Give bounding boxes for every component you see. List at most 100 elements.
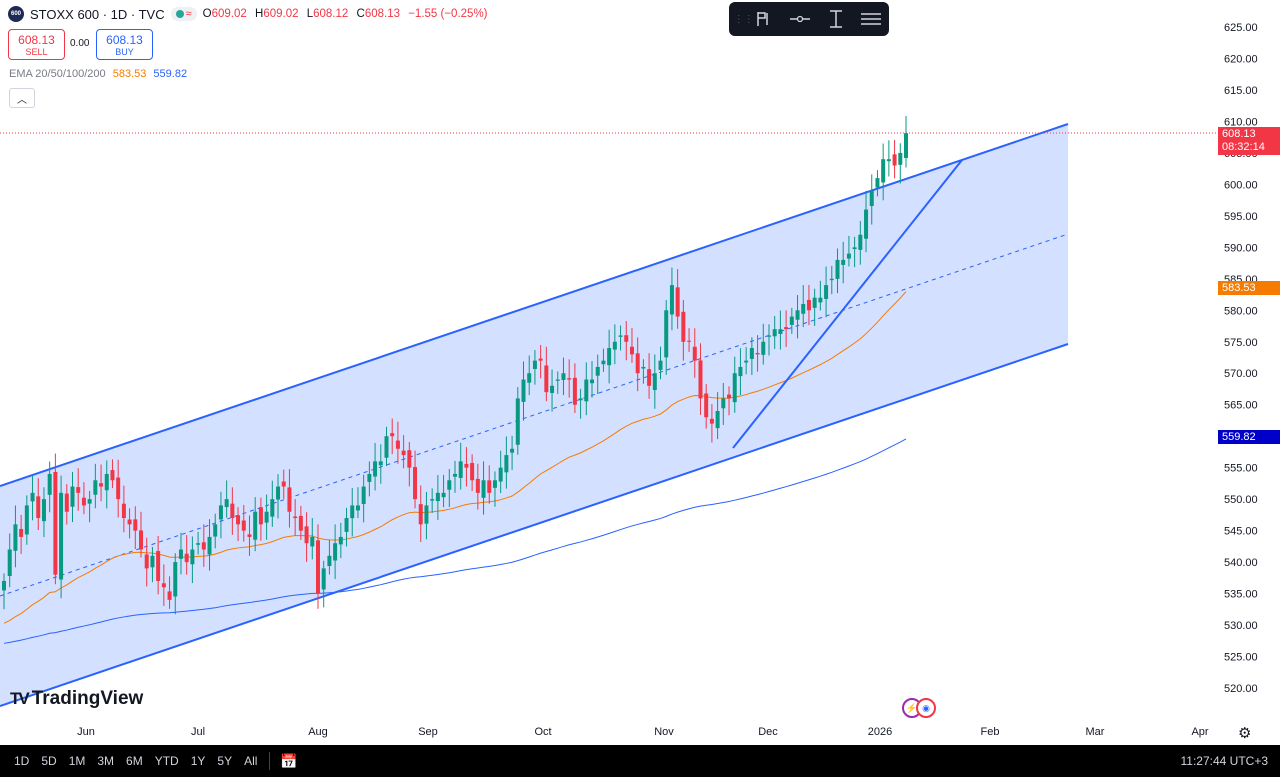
- sell-button[interactable]: 608.13 SELL: [8, 29, 65, 60]
- x-tick-label: Nov: [654, 726, 674, 738]
- drawing-toolbar[interactable]: ⋮⋮: [729, 2, 889, 36]
- candle-body: [818, 297, 823, 303]
- market-status[interactable]: ≈: [170, 7, 197, 21]
- x-tick-label: Aug: [308, 726, 328, 738]
- clock[interactable]: 11:27:44 UTC+3: [1180, 754, 1269, 768]
- y-tick-label: 625.00: [1224, 22, 1258, 34]
- candle-body: [156, 551, 161, 581]
- candle-body: [264, 511, 269, 523]
- candle-body: [841, 259, 846, 265]
- timeframe-6m[interactable]: 6M: [126, 754, 143, 768]
- y-tick-label: 590.00: [1224, 242, 1258, 254]
- y-tick-label: 620.00: [1224, 53, 1258, 65]
- indicator-legend[interactable]: EMA 20/50/100/200 583.53 559.82: [9, 68, 187, 80]
- settings-lines-icon[interactable]: [858, 6, 884, 32]
- candle-body: [413, 467, 418, 500]
- candle-body: [475, 478, 480, 493]
- candle-body: [732, 373, 737, 403]
- ema50-value: 583.53: [112, 68, 147, 80]
- candle-body: [24, 505, 29, 535]
- candle-body: [595, 366, 600, 376]
- x-tick-label: Apr: [1191, 726, 1208, 738]
- candle-body: [544, 365, 549, 393]
- channel-median-line: [0, 233, 1069, 597]
- timeframe-1m[interactable]: 1M: [68, 754, 86, 768]
- timeframe-ytd[interactable]: YTD: [154, 754, 179, 768]
- timeframe-1y[interactable]: 1Y: [190, 754, 206, 768]
- candle-body: [744, 360, 749, 363]
- y-tick-label: 545.00: [1224, 526, 1258, 538]
- candle-body: [704, 393, 709, 418]
- candle-body: [601, 360, 606, 365]
- flag-icon[interactable]: [751, 6, 777, 32]
- candle-body: [681, 311, 686, 342]
- candle-body: [801, 303, 806, 314]
- candle-body: [430, 499, 435, 501]
- candle-body: [355, 505, 360, 511]
- candle-body: [692, 346, 697, 361]
- rising-trendline[interactable]: [732, 159, 963, 449]
- goto-date-icon[interactable]: 📅: [280, 752, 298, 769]
- y-tick-label: 610.00: [1224, 116, 1258, 128]
- market-open-icon: [175, 10, 184, 18]
- channel-upper-line[interactable]: [0, 123, 1069, 487]
- channel-lower-line[interactable]: [0, 343, 1069, 707]
- drag-handle-icon[interactable]: ⋮⋮: [733, 13, 754, 25]
- symbol-logo[interactable]: 600: [8, 6, 24, 22]
- candle-body: [315, 540, 320, 594]
- candle-body: [858, 234, 863, 250]
- tradingview-logo[interactable]: TV TradingView: [10, 688, 143, 710]
- candle-body: [201, 542, 206, 550]
- candle-body: [795, 310, 800, 320]
- timeframe-5d[interactable]: 5D: [41, 754, 57, 768]
- candle-body: [104, 473, 109, 491]
- candle-body: [281, 481, 286, 487]
- globe-event-icon[interactable]: ◉: [916, 698, 936, 718]
- candle-body: [875, 178, 880, 188]
- candle-body: [150, 555, 155, 568]
- timeframe-3m[interactable]: 3M: [97, 754, 115, 768]
- measure-icon[interactable]: [823, 6, 849, 32]
- candle-body: [607, 348, 612, 366]
- candle-body: [70, 486, 75, 507]
- candle-body: [144, 554, 149, 569]
- timeframe-buttons: 1D 5D 1M 3M 6M YTD 1Y 5Y All: [8, 754, 263, 768]
- collapse-legend-button[interactable]: ︿: [9, 88, 35, 108]
- candle-body: [504, 455, 509, 473]
- price-chart[interactable]: 625.00620.00615.00610.00605.00600.00595.…: [0, 0, 1280, 745]
- candle-body: [532, 360, 537, 369]
- candle-body: [481, 480, 486, 498]
- candle-body: [395, 440, 400, 449]
- candle-body: [190, 549, 195, 565]
- y-tick-label: 575.00: [1224, 337, 1258, 349]
- current-price-label[interactable]: 608.13 08:32:14: [1218, 127, 1280, 155]
- candle-body: [384, 436, 389, 458]
- line-tool-icon[interactable]: [787, 6, 813, 32]
- time-axis[interactable]: Jun Jul Aug Sep Oct Nov Dec 2026 Feb Mar Apr: [77, 726, 1209, 738]
- timeframe-all[interactable]: All: [244, 754, 258, 768]
- trendline[interactable]: [732, 159, 963, 449]
- candle-body: [470, 463, 475, 481]
- candle-body: [333, 543, 338, 561]
- price-axis[interactable]: 625.00620.00615.00610.00605.00600.00595.…: [1224, 22, 1258, 695]
- timeframe-5y[interactable]: 5Y: [217, 754, 233, 768]
- candle-body: [224, 499, 229, 508]
- event-markers[interactable]: ⚡ ◉: [902, 698, 936, 718]
- candle-body: [527, 373, 532, 383]
- buy-price: 608.13: [106, 32, 143, 47]
- candle-body: [789, 316, 794, 325]
- candle-body: [401, 450, 406, 456]
- candle-body: [635, 353, 640, 374]
- symbol-title[interactable]: STOXX 600 · 1D · TVC: [30, 6, 165, 22]
- buy-button[interactable]: 608.13 BUY: [96, 29, 153, 60]
- candle-body: [378, 461, 383, 466]
- candle-body: [738, 366, 743, 377]
- candle-body: [464, 463, 469, 468]
- timeframe-1d[interactable]: 1D: [14, 754, 30, 768]
- candle-body: [761, 341, 766, 355]
- chart-settings-icon[interactable]: ⚙: [1238, 725, 1252, 742]
- candle-body: [59, 492, 64, 580]
- candle-body: [230, 503, 235, 519]
- candle-body: [133, 519, 138, 531]
- parallel-channel[interactable]: [0, 123, 1069, 707]
